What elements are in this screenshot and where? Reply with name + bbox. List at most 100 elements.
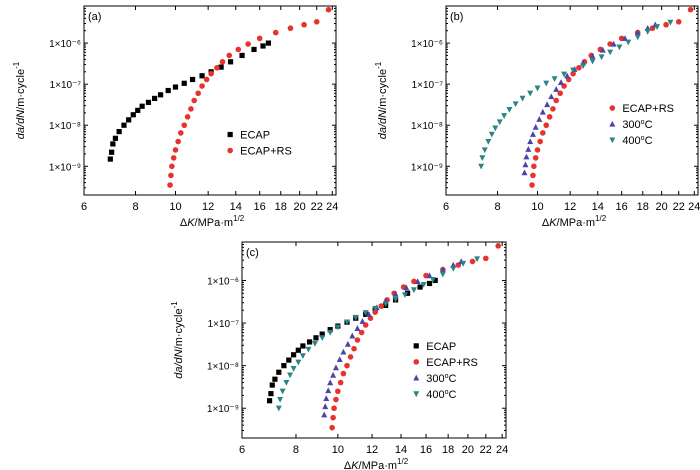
- data-point: [420, 281, 427, 288]
- data-point: [152, 95, 158, 101]
- data-point: [109, 149, 115, 155]
- data-point: [170, 155, 177, 161]
- legend: ECAP ECAP+RS 300oC 400oC: [413, 341, 478, 401]
- legend-label: 300oC: [426, 373, 456, 385]
- data-point: [286, 357, 292, 363]
- data-point: [116, 128, 122, 135]
- data-point: [327, 329, 334, 336]
- data-point: [306, 339, 313, 345]
- data-point: [531, 163, 537, 170]
- x-tick-label: 14: [230, 201, 242, 213]
- data-point: [501, 113, 508, 119]
- legend-marker: [413, 359, 420, 365]
- y-axis-label: da/dN/m·cycle-1: [374, 61, 389, 139]
- plot-frame: [241, 241, 507, 439]
- x-tick-label: 8: [293, 444, 299, 456]
- data-point: [191, 97, 197, 104]
- data-point: [337, 379, 344, 386]
- data-point: [550, 106, 556, 112]
- data-point: [354, 337, 361, 343]
- x-tick-label: 18: [275, 201, 287, 213]
- data-point: [219, 59, 226, 65]
- data-point: [553, 97, 559, 104]
- plot-frame: [445, 5, 699, 196]
- y-tick-label: 1×10⁻⁶: [411, 39, 443, 50]
- data-point: [548, 93, 555, 100]
- data-point: [544, 101, 551, 108]
- data-point: [450, 265, 457, 272]
- data-point: [589, 52, 596, 59]
- x-tick-label: 10: [332, 444, 344, 456]
- panel-label: (a): [88, 11, 101, 23]
- data-point: [378, 303, 385, 309]
- chart-panel-3: 6 8 10 12 14 16 18 20 22 24 1×10⁻⁹ 1×10⁻⁸ 1×10⁻⁷ 1×10…: [170, 241, 508, 470]
- panel-label: (b): [450, 11, 463, 23]
- data-point: [616, 44, 623, 51]
- y-axis-label: da/dN/m·cycle-1: [12, 61, 27, 139]
- data-point: [325, 6, 332, 13]
- data-point: [344, 362, 350, 369]
- y-tick-label: 1×10⁻⁸: [411, 121, 443, 132]
- data-point: [580, 63, 587, 69]
- legend-label: 400oC: [426, 389, 456, 401]
- data-point: [184, 114, 191, 120]
- data-point: [349, 332, 356, 339]
- data-point: [169, 163, 175, 170]
- legend-label: ECAP+RS: [240, 146, 292, 158]
- data-point: [551, 76, 558, 83]
- data-point: [283, 379, 290, 386]
- data-point: [251, 46, 257, 53]
- data-point: [523, 153, 530, 160]
- series-ECAP: [266, 277, 438, 404]
- y-tick-label: 1×10⁻⁹: [207, 404, 239, 415]
- data-point: [365, 311, 372, 317]
- data-point: [546, 114, 553, 120]
- data-point: [287, 372, 294, 379]
- data-point: [168, 172, 174, 179]
- data-point: [260, 43, 266, 49]
- data-point: [344, 340, 351, 347]
- series-ECAP: [107, 40, 272, 162]
- legend-label: ECAP+RS: [426, 357, 478, 369]
- data-point: [340, 348, 347, 355]
- y-tick-label: 1×10⁻⁷: [50, 80, 82, 91]
- data-point: [268, 391, 274, 397]
- y-tick-label: 1×10⁻⁶: [207, 276, 239, 287]
- legend-marker: [609, 120, 616, 127]
- data-point: [332, 364, 339, 371]
- data-point: [199, 73, 205, 79]
- data-point: [557, 79, 564, 86]
- data-point: [208, 70, 214, 77]
- data-point: [344, 319, 351, 326]
- data-point: [481, 147, 488, 154]
- x-tick-label: 12: [366, 444, 378, 456]
- legend-marker: [413, 391, 420, 398]
- data-point: [439, 271, 446, 278]
- data-point: [561, 71, 568, 78]
- data-point: [277, 396, 284, 403]
- data-point: [410, 287, 417, 294]
- data-point: [537, 138, 543, 145]
- data-point: [145, 99, 152, 105]
- data-point: [492, 125, 499, 132]
- data-point: [392, 290, 399, 297]
- data-point: [530, 172, 536, 179]
- data-point: [382, 301, 389, 308]
- data-point: [644, 29, 651, 35]
- x-tick-label: 6: [443, 201, 449, 213]
- data-point: [496, 119, 503, 126]
- data-point: [521, 169, 528, 176]
- y-tick-label: 1×10⁻⁹: [49, 162, 81, 173]
- x-tick-label: 14: [395, 444, 407, 456]
- data-point: [272, 29, 279, 36]
- series-ECAP+RS: [329, 243, 501, 431]
- data-point: [195, 90, 201, 97]
- legend-label: 400oC: [622, 135, 652, 147]
- data-point: [358, 329, 365, 336]
- data-point: [181, 80, 187, 86]
- data-point: [654, 24, 661, 30]
- data-point: [417, 284, 423, 290]
- data-point: [527, 90, 534, 97]
- data-point: [553, 86, 560, 92]
- series-400°C: [478, 19, 674, 170]
